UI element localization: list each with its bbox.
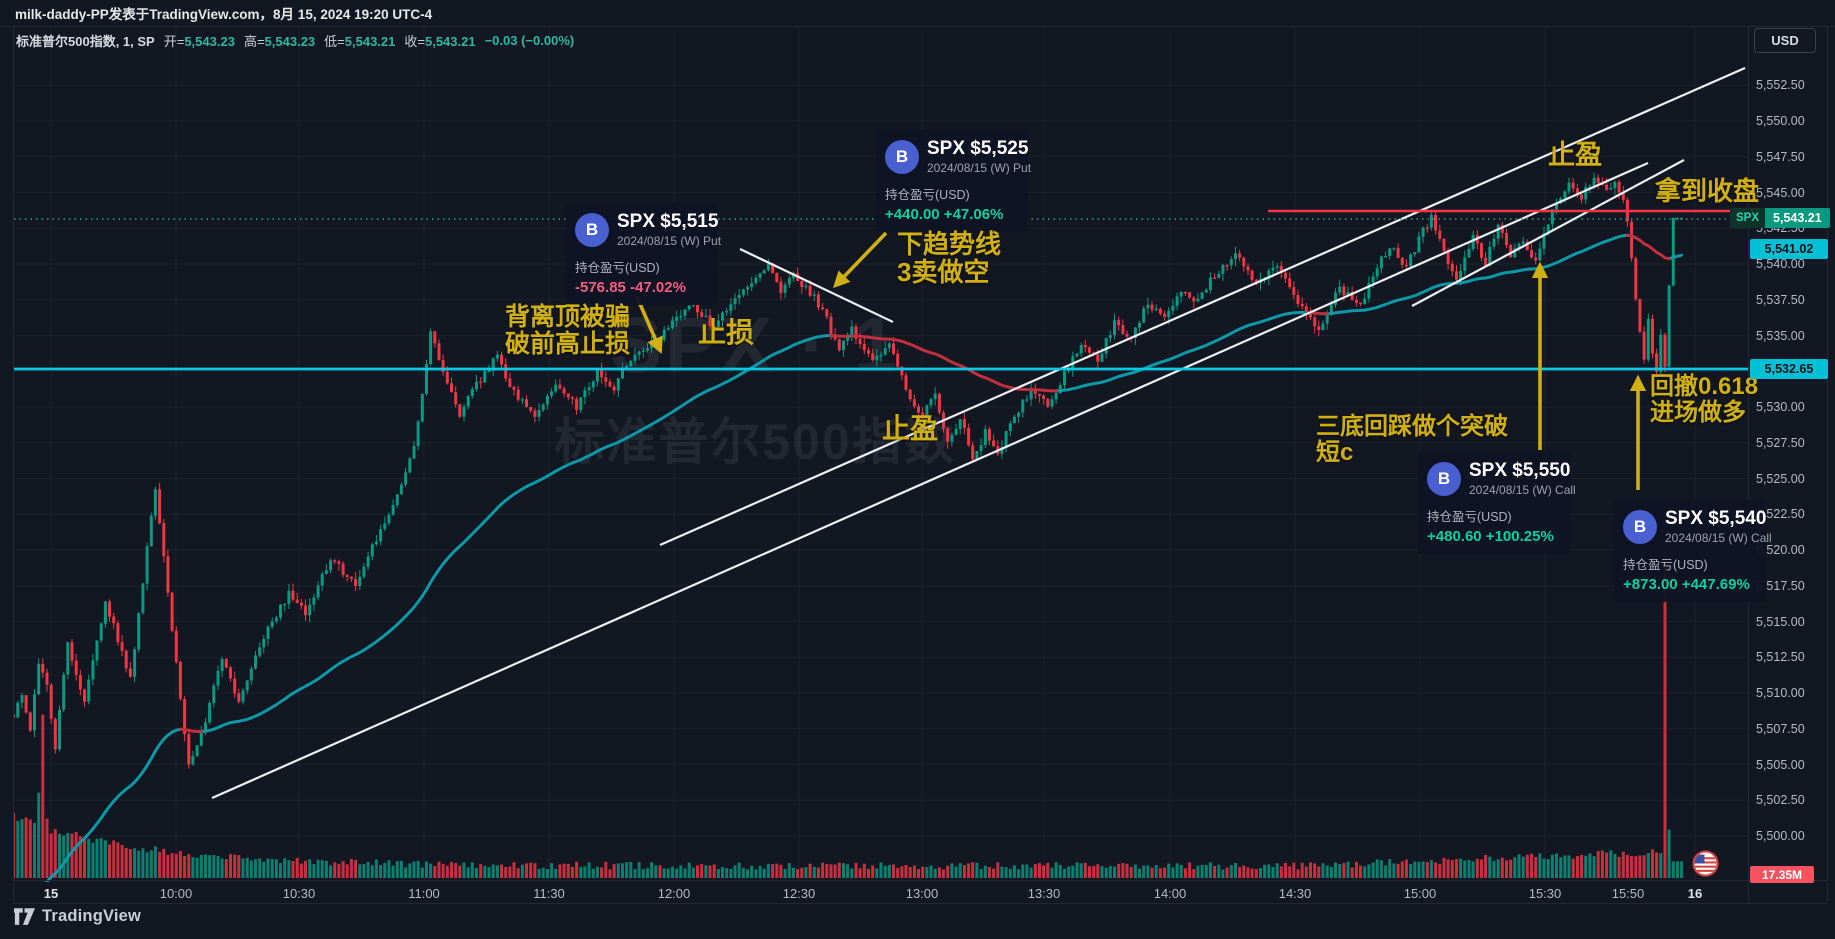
panel-top-border xyxy=(0,26,1835,27)
note-retrace-0618[interactable]: 回撤0.618 进场做多 xyxy=(1650,373,1759,426)
price-tick: 5,520.00 xyxy=(1756,543,1805,557)
wedge-lower-line xyxy=(1411,159,1685,307)
callout-pl-label: 持仓盈亏(USD) xyxy=(1427,510,1512,524)
callout-subtitle: 2024/08/15 (W) Call xyxy=(1665,531,1772,545)
byline-text: milk-daddy-PP发表于TradingView.com，8月 15, 2… xyxy=(15,7,433,22)
time-tick: 16 xyxy=(1687,886,1703,901)
legend-high: 高=5,543.23 xyxy=(243,34,316,49)
callout-subtitle: 2024/08/15 (W) Put xyxy=(927,161,1032,175)
price-tick: 5,547.50 xyxy=(1756,149,1805,164)
note-take-profit-top[interactable]: 止盈 xyxy=(1548,140,1602,170)
time-tick: 15:00 xyxy=(1403,886,1437,901)
time-axis-border xyxy=(13,880,1827,881)
symbol-legend[interactable]: 标准普尔500指数, 1, SP 开=5,543.23 高=5,543.23 低… xyxy=(16,31,574,50)
time-tick: 14:30 xyxy=(1278,886,1312,901)
time-tick: 14:00 xyxy=(1153,886,1187,901)
price-tick: 5,517.50 xyxy=(1756,578,1805,593)
note-downtrend-short[interactable]: 下趋势线 3卖做空 xyxy=(897,229,1002,288)
buy-marker-icon: B xyxy=(1623,509,1657,544)
trade-callout-1[interactable]: B SPX $5,515 2024/08/15 (W) Put 持仓盈亏(USD… xyxy=(566,203,722,305)
time-tick: 15:30 xyxy=(1528,886,1562,901)
time-tick: 10:00 xyxy=(159,886,193,901)
panel-right-border xyxy=(1827,26,1828,903)
callout-subtitle: 2024/08/15 (W) Put xyxy=(617,234,722,248)
callout-subtitle: 2024/08/15 (W) Call xyxy=(1469,483,1576,497)
price-tick: 5,552.50 xyxy=(1756,78,1805,93)
price-tick: 5,525.00 xyxy=(1756,471,1805,486)
time-tick: 13:00 xyxy=(905,886,939,901)
callout-pl-label: 持仓盈亏(USD) xyxy=(575,261,660,275)
callout-pl-value: +873.00 +447.69% xyxy=(1623,576,1750,593)
last-price-value: 5,543.21 xyxy=(1765,208,1830,229)
legend-symbol: 标准普尔500指数, 1, SP xyxy=(16,34,155,49)
price-tick: 5,507.50 xyxy=(1756,721,1805,736)
time-tick: 11:30 xyxy=(533,886,565,901)
callout-pl-value: +440.00 +47.06% xyxy=(885,206,1004,223)
callout-title: SPX $5,540 xyxy=(1665,508,1767,529)
legend-change: −0.03 (−0.00%) xyxy=(484,33,575,48)
note-triple-bottom[interactable]: 三底回踩做个突破 短c xyxy=(1316,413,1508,466)
panel-bottom-border xyxy=(13,903,1827,904)
tradingview-mark-icon xyxy=(14,908,35,925)
ma-price-badge: 5,541.02 xyxy=(1750,239,1828,260)
price-tick: 5,502.50 xyxy=(1756,793,1805,808)
price-tick: 5,545.00 xyxy=(1756,185,1805,200)
trade-callout-3[interactable]: B SPX $5,550 2024/08/15 (W) Call 持仓盈亏(US… xyxy=(1418,452,1576,554)
price-tick: 5,515.00 xyxy=(1756,614,1805,629)
price-tick: 5,512.50 xyxy=(1756,650,1805,665)
legend-close: 收=5,543.21 xyxy=(404,34,476,49)
price-tick: 5,550.00 xyxy=(1756,114,1805,128)
tradingview-logo[interactable]: TradingView xyxy=(14,907,141,926)
callout-pl-value: +480.60 +100.25% xyxy=(1427,528,1554,545)
price-tick: 5,535.00 xyxy=(1756,328,1805,343)
time-tick: 13:30 xyxy=(1027,886,1061,901)
support-level-badge: 5,532.65 xyxy=(1750,359,1828,380)
buy-marker-icon: B xyxy=(885,139,919,174)
buy-marker-icon: B xyxy=(1427,461,1461,496)
callout-title: SPX $5,525 xyxy=(927,138,1029,159)
arrow-to-trendline xyxy=(833,231,888,289)
price-tick: 5,505.00 xyxy=(1756,757,1805,772)
note-stop-loss[interactable]: 止损 xyxy=(698,317,755,348)
time-tick: 12:30 xyxy=(782,886,816,901)
price-tick: 5,530.00 xyxy=(1756,400,1805,414)
price-tick: 5,540.00 xyxy=(1756,257,1805,271)
ticker-tag: SPX xyxy=(1730,208,1766,229)
time-tick: 11:00 xyxy=(408,886,440,901)
byline: milk-daddy-PP发表于TradingView.com，8月 15, 2… xyxy=(0,0,1835,26)
trade-callout-2[interactable]: B SPX $5,525 2024/08/15 (W) Put 持仓盈亏(USD… xyxy=(876,130,1032,232)
legend-low: 低=5,543.21 xyxy=(324,34,396,49)
buy-marker-icon: B xyxy=(575,212,609,247)
currency-button[interactable]: USD xyxy=(1754,28,1816,53)
note-take-profit-noon[interactable]: 止盈 xyxy=(882,413,939,444)
note-grab-the-close[interactable]: 拿到收盘 xyxy=(1655,176,1760,206)
note-divergence-top[interactable]: 背离顶被骗 破前高止损 xyxy=(505,303,631,358)
plot-left-border xyxy=(13,26,14,903)
legend-open: 开=5,543.23 xyxy=(163,34,235,49)
price-tick: 5,500.00 xyxy=(1756,829,1805,843)
callout-pl-value: -576.85 -47.02% xyxy=(575,279,686,296)
callout-pl-label: 持仓盈亏(USD) xyxy=(1623,558,1708,572)
callout-title: SPX $5,515 xyxy=(617,211,719,232)
price-tick: 5,537.50 xyxy=(1756,292,1805,307)
tradingview-wordmark: TradingView xyxy=(42,907,142,925)
volume-badge: 17.35M xyxy=(1750,866,1814,883)
callout-pl-label: 持仓盈亏(USD) xyxy=(885,188,970,202)
time-tick: 15 xyxy=(43,886,59,901)
price-tick: 5,522.50 xyxy=(1756,507,1805,522)
price-tick: 5,527.50 xyxy=(1756,435,1805,450)
us-flag-icon xyxy=(1692,850,1719,882)
watermark-symbol: SPX · 1 xyxy=(610,300,900,389)
time-tick: 10:30 xyxy=(282,886,316,901)
price-tick: 5,510.00 xyxy=(1756,686,1805,700)
time-tick: 12:00 xyxy=(657,886,691,901)
time-tick: 15:50 xyxy=(1611,886,1645,901)
last-price-badge: SPX 5,543.21 xyxy=(1730,208,1830,229)
trade-callout-4[interactable]: B SPX $5,540 2024/08/15 (W) Call 持仓盈亏(US… xyxy=(1614,500,1772,602)
price-axis-border xyxy=(1748,26,1749,903)
